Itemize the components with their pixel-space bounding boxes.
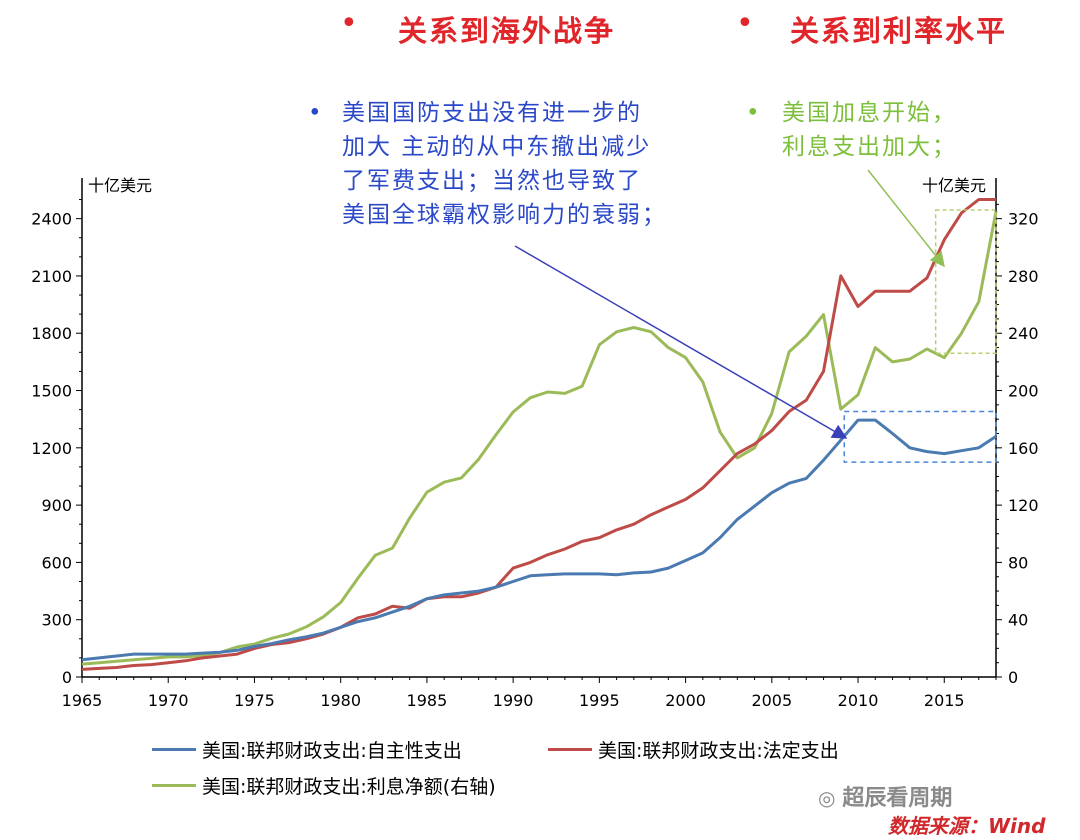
right-tick-label: 200: [1008, 382, 1039, 401]
legend-discretionary: 美国:联邦财政支出:自主性支出: [152, 736, 462, 763]
legend-mandatory: 美国:联邦财政支出:法定支出: [548, 736, 839, 763]
series-line-discretionary: [81, 418, 997, 662]
left-tick-label: 600: [41, 553, 72, 572]
legend-label-interest: 美国:联邦财政支出:利息净额(右轴): [202, 776, 496, 798]
annotation-blue-bullet: •: [308, 100, 324, 126]
heading-bullet-1: •: [340, 6, 358, 41]
right-tick-label: 0: [1008, 668, 1018, 687]
annotation-blue-line-2: 加大 主动的从中东撤出减少: [342, 134, 652, 160]
left-tick-label: 1500: [31, 382, 72, 401]
x-tick-label: 2005: [751, 691, 792, 710]
legend-interest: 美国:联邦财政支出:利息净额(右轴): [152, 772, 496, 799]
arrow-green: [867, 169, 945, 268]
chart-lines: [81, 198, 998, 671]
left-tick-label: 900: [41, 496, 72, 515]
x-tick-label: 2015: [924, 691, 965, 710]
right-tick-label: 240: [1008, 324, 1039, 343]
x-tick-label: 1965: [62, 691, 103, 710]
x-tick-label: 1990: [493, 691, 534, 710]
chart-axes: 0 300 600 900 1200 1500 1800 2100 2400 0 40 80 120 16…: [31, 178, 1039, 710]
annotation-green-line-1: 美国加息开始，: [782, 100, 957, 126]
left-tick-label: 0: [62, 668, 72, 687]
watermark: ◎ 超辰看周期: [818, 780, 952, 812]
right-axis-unit: 十亿美元: [922, 176, 987, 195]
heading-bullet-2: •: [736, 6, 754, 41]
left-tick-label: 1800: [31, 324, 72, 343]
chart-overlays: [514, 169, 997, 463]
heading-overseas-war: 关系到海外战争: [398, 14, 616, 48]
x-tick-label: 1970: [148, 691, 189, 710]
annotation-green-bullet: •: [746, 100, 762, 126]
legend-swatch-discretionary: [152, 748, 196, 751]
series-line-mandatory: [81, 198, 996, 671]
left-tick-label: 2100: [31, 267, 72, 286]
left-tick-label: 1200: [31, 439, 72, 458]
legend-swatch-interest: [152, 784, 196, 787]
heading-interest-rate: 关系到利率水平: [790, 14, 1008, 48]
annotation-blue-line-4: 美国全球霸权影响力的衰弱；: [342, 202, 667, 228]
left-tick-label: 300: [41, 611, 72, 630]
right-tick-label: 280: [1008, 267, 1039, 286]
x-tick-label: 1985: [407, 691, 448, 710]
annotation-blue-line-3: 了军费支出；当然也导致了: [342, 168, 642, 194]
legend-label-discretionary: 美国:联邦财政支出:自主性支出: [202, 740, 462, 762]
x-tick-label: 2010: [838, 691, 879, 710]
data-source: 数据来源：Wind: [888, 814, 1046, 838]
wechat-icon: ◎: [818, 786, 843, 810]
right-tick-label: 80: [1008, 553, 1028, 572]
right-tick-label: 160: [1008, 439, 1039, 458]
right-tick-label: 320: [1008, 210, 1039, 229]
right-tick-label: 120: [1008, 496, 1039, 515]
left-tick-label: 2400: [31, 210, 72, 229]
annotation-blue-text: 美国国防支出没有进一步的 加大 主动的从中东撤出减少 了军费支出；当然也导致了 …: [342, 96, 667, 232]
annotation-blue-line-1: 美国国防支出没有进一步的: [342, 100, 642, 126]
x-tick-label: 1980: [320, 691, 361, 710]
x-tick-label: 1995: [579, 691, 620, 710]
watermark-text: 超辰看周期: [842, 786, 953, 811]
legend-label-mandatory: 美国:联邦财政支出:法定支出: [598, 740, 839, 762]
highlight-box-interest: [934, 209, 997, 355]
x-tick-label: 2000: [665, 691, 706, 710]
right-tick-label: 40: [1008, 611, 1028, 630]
x-tick-label: 1975: [234, 691, 275, 710]
left-axis-unit: 十亿美元: [88, 176, 153, 195]
series-line-interest: [81, 211, 998, 666]
legend-swatch-mandatory: [548, 748, 592, 751]
annotation-green-line-2: 利息支出加大；: [782, 134, 957, 160]
arrow-blue: [514, 245, 848, 439]
annotation-green-text: 美国加息开始， 利息支出加大；: [782, 96, 957, 164]
